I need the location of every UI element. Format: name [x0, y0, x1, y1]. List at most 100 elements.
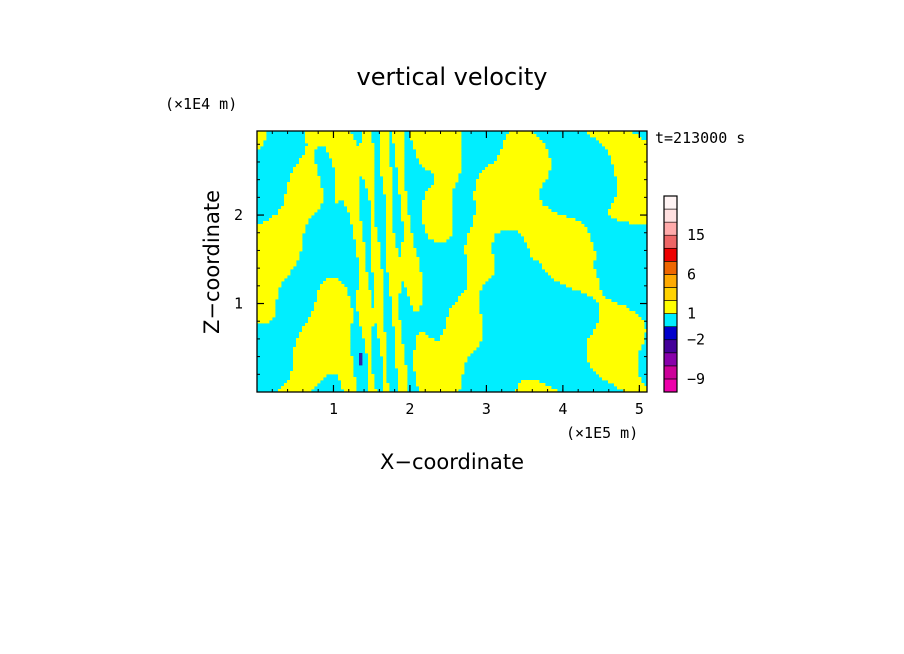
field-cell-positive — [290, 374, 294, 378]
field-cell-positive — [425, 227, 429, 231]
field-cell-positive — [323, 338, 327, 342]
field-cell-positive — [644, 182, 647, 186]
field-cell-positive — [425, 137, 429, 141]
field-cell-positive — [308, 140, 312, 144]
field-cell-positive — [374, 305, 378, 309]
field-cell-positive — [374, 230, 378, 234]
field-cell-positive — [356, 308, 360, 312]
field-cell-positive — [458, 131, 462, 135]
field-cell-positive — [566, 233, 570, 237]
field-cell-positive — [512, 134, 516, 138]
field-cell-positive — [572, 254, 576, 258]
field-cell-positive — [620, 338, 624, 342]
field-cell-positive — [503, 158, 507, 162]
field-cell-positive — [287, 215, 291, 219]
field-cell-positive — [404, 269, 408, 273]
field-cell-positive — [257, 260, 261, 264]
field-cell-positive — [608, 149, 612, 153]
field-cell-positive — [515, 218, 519, 222]
field-cell-positive — [308, 353, 312, 357]
field-cell-positive — [443, 341, 447, 345]
field-cell-positive — [527, 182, 531, 186]
field-cell-positive — [455, 134, 459, 138]
field-cell-positive — [380, 140, 384, 144]
field-cell-positive — [584, 254, 588, 258]
field-cell-positive — [353, 227, 357, 231]
field-cell-positive — [587, 260, 591, 264]
field-cell-positive — [329, 320, 333, 324]
field-cell-positive — [476, 236, 480, 240]
field-cell-positive — [614, 197, 618, 201]
field-cell-positive — [260, 260, 264, 264]
field-cell-positive — [467, 281, 471, 285]
field-cell-positive — [503, 191, 507, 195]
field-cell-positive — [572, 233, 576, 237]
field-cell-positive — [560, 218, 564, 222]
field-cell-positive — [371, 185, 375, 189]
field-cell-positive — [413, 290, 417, 294]
field-cell-positive — [275, 290, 279, 294]
field-cell-positive — [299, 188, 303, 192]
field-cell-positive — [503, 188, 507, 192]
field-cell-positive — [602, 305, 606, 309]
field-cell-positive — [293, 242, 297, 246]
field-cell-positive — [350, 197, 354, 201]
field-cell-positive — [521, 179, 525, 183]
field-cell-positive — [374, 296, 378, 300]
field-cell-positive — [602, 359, 606, 363]
field-cell-positive — [398, 164, 402, 168]
field-cell-positive — [338, 308, 342, 312]
field-cell-positive — [446, 152, 450, 156]
field-cell-positive — [485, 248, 489, 252]
field-cell-positive — [629, 326, 633, 330]
field-cell-positive — [497, 227, 501, 231]
field-cell-positive — [440, 239, 444, 243]
field-cell-positive — [347, 338, 351, 342]
field-cell-positive — [551, 263, 555, 267]
field-cell-positive — [428, 227, 432, 231]
field-cell-positive — [419, 341, 423, 345]
field-cell-positive — [323, 284, 327, 288]
field-cell-positive — [437, 158, 441, 162]
field-cell-positive — [632, 332, 636, 336]
field-cell-positive — [431, 344, 435, 348]
field-cell-positive — [605, 302, 609, 306]
field-cell-positive — [482, 224, 486, 228]
field-cell-positive — [332, 326, 336, 330]
field-cell-positive — [614, 302, 618, 306]
field-cell-positive — [404, 194, 408, 198]
field-cell-positive — [341, 368, 345, 372]
field-cell-positive — [281, 278, 285, 282]
field-cell-positive — [401, 218, 405, 222]
field-cell-positive — [302, 164, 306, 168]
field-cell-positive — [296, 233, 300, 237]
field-cell-positive — [431, 149, 435, 153]
field-cell-positive — [626, 371, 630, 375]
field-cell-positive — [542, 158, 546, 162]
field-cell-positive — [293, 233, 297, 237]
field-cell-positive — [551, 269, 555, 273]
field-cell-positive — [440, 353, 444, 357]
field-cell-positive — [560, 245, 564, 249]
field-cell-positive — [560, 278, 564, 282]
field-cell-positive — [314, 371, 318, 375]
field-cell-positive — [632, 206, 636, 210]
field-cell-positive — [587, 290, 591, 294]
field-cell-positive — [299, 170, 303, 174]
field-cell-positive — [431, 200, 435, 204]
field-cell-positive — [317, 191, 321, 195]
field-cell-positive — [449, 230, 453, 234]
field-cell-positive — [584, 290, 588, 294]
field-cell-positive — [422, 140, 426, 144]
field-cell-positive — [617, 341, 621, 345]
field-cell-positive — [407, 230, 411, 234]
field-cell-positive — [506, 185, 510, 189]
field-cell-positive — [638, 332, 642, 336]
field-cell-positive — [617, 179, 621, 183]
field-cell-positive — [620, 149, 624, 153]
field-cell-positive — [431, 197, 435, 201]
field-cell-positive — [329, 329, 333, 333]
field-cell-positive — [581, 266, 585, 270]
field-cell-positive — [452, 326, 456, 330]
field-cell-positive — [620, 137, 624, 141]
